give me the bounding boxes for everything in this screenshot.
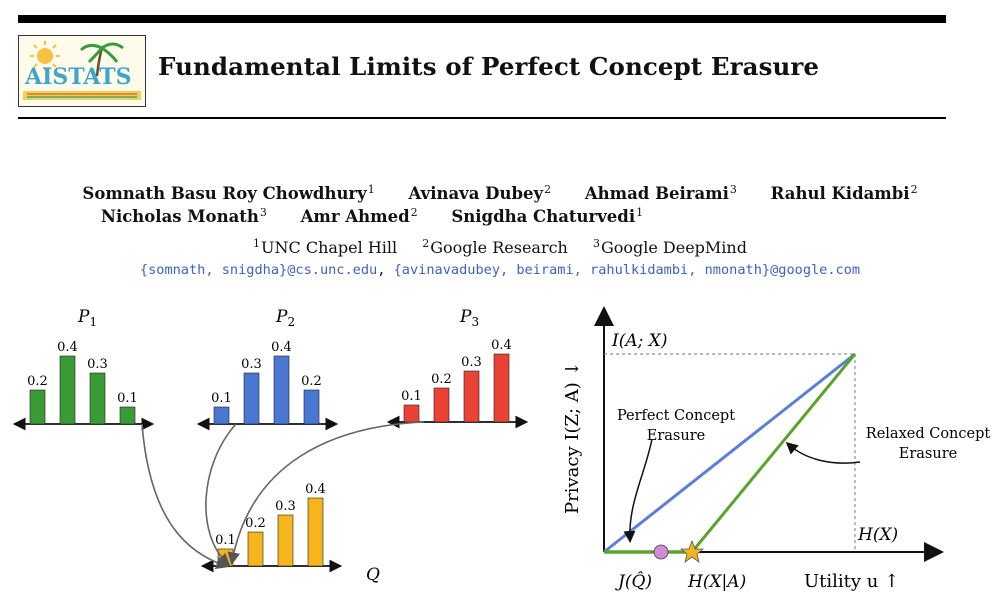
affiliation: 1UNC Chapel Hill [253,237,398,257]
dist-bar [307,497,324,567]
author: Rahul Kidambi2 [770,183,918,203]
relaxed-erasure-pointer [785,442,861,464]
affiliation: 3Google DeepMind [592,237,747,257]
y-top-label: I(A; X) [611,331,668,351]
aistats-logo: AISTATS [18,35,146,107]
affiliation: 2Google Research [422,237,568,257]
x-left-label: J(Q̂) [615,572,652,592]
arrow-p2-to-q [205,423,237,567]
relaxed-erasure-label: Relaxed Concept [866,426,991,442]
dist-title: P1 [77,307,97,329]
author: Ahmad Beirami3 [584,183,737,203]
authors-row-2: Nicholas Monath3 Amr Ahmed2 Snigdha Chat… [0,201,872,228]
affiliations: 1UNC Chapel Hill 2Google Research 3Googl… [0,237,1000,257]
relaxed-erasure-label: Erasure [899,446,957,462]
dist-bar-label: 0.3 [461,355,482,370]
dist-bar-label: 0.1 [401,389,422,404]
paper-title: Fundamental Limits of Perfect Concept Er… [158,52,820,81]
x-right-label: H(X) [857,525,898,545]
tradeoff-plot: Privacy I(Z; A) ↓ I(A; X) H(X) J(Q̂) H(X… [562,306,991,592]
dist-bar-label: 0.4 [491,338,512,353]
dist-bar [277,514,294,567]
dist-title: P2 [275,307,295,329]
authors-row-1: Somnath Basu Roy Chowdhury1 Avinava Dube… [0,178,1000,205]
mixing-arrows [141,421,425,570]
aistats-logo-graphic: AISTATS [23,41,141,100]
dist-bar [243,372,260,425]
author: Avinava Dubey2 [408,183,552,203]
perfect-erasure-label: Perfect Concept [617,408,735,424]
dist-bar-label: 0.2 [27,374,48,389]
dist-bar-label: 0.3 [87,357,108,372]
title-underline [18,117,946,119]
dist-bar-label: 0.4 [271,340,292,355]
dist-bar [433,387,450,423]
arrow-p1-to-q [141,423,230,570]
author: Snigdha Chaturvedi1 [451,206,644,226]
dist-bar-label: 0.3 [275,499,296,514]
dist-title: P3 [459,307,479,329]
dist-bar [247,531,264,567]
x-axis-label: Utility u ↑ [804,571,899,592]
y-axis-label: Privacy I(Z; A) ↓ [562,361,583,514]
arrow-p3-to-q [227,421,425,566]
dist-bar [213,406,230,425]
author: Somnath Basu Roy Chowdhury1 [82,183,375,203]
author: Amr Ahmed2 [300,206,418,226]
email-link-unc[interactable]: {somnath, snigdha}@cs.unc.edu [139,262,378,278]
dist-bar [403,404,420,423]
email-link-google[interactable]: {avinavadubey, beirami, rahulkidambi, nm… [393,262,861,278]
relaxed-erasure-line [690,353,857,553]
dist-bar-label: 0.4 [57,340,78,355]
dist-bar-label: 0.1 [215,533,236,548]
dist-bar [29,389,46,425]
dist-bar [303,389,320,425]
email-separator: , [377,262,394,278]
dist-bar-label: 0.2 [301,374,322,389]
dist-bar-label: 0.1 [211,391,232,406]
perfect-erasure-label: Erasure [647,428,705,444]
dist-bar-label: 0.3 [241,357,262,372]
author: Nicholas Monath3 [100,206,267,226]
linear-tradeoff-line [603,352,856,554]
author-emails: {somnath, snigdha}@cs.unc.edu, {avinavad… [0,262,1000,278]
dist-bar-label: 0.4 [305,482,326,497]
dist-bar [273,355,290,425]
distributions-figure: 0.2 0.4 0.3 0.1 P1 0.1 0.3 0.4 0.2 P2 0.1 0.2 0.3 0.4… [12,307,529,585]
dist-bar-label: 0.2 [431,372,452,387]
star-marker [679,539,705,563]
dist-bar [89,372,106,425]
dist-bar [493,353,510,423]
dist-bar [463,370,480,423]
dist-bar [59,355,76,425]
dist-bar-label: 0.2 [245,516,266,531]
x-mid-label: H(X|A) [687,572,746,592]
perfect-erasure-pointer [623,438,653,543]
dist-title: Q [366,565,380,585]
dist-bar [119,406,136,425]
jq-point-marker [653,544,669,560]
distribution-plots: 0.2 0.4 0.3 0.1 P1 0.1 0.3 0.4 0.2 P2 0.1 0.2 0.3 0.4… [12,307,529,585]
top-rule [18,15,946,23]
logo-text: AISTATS [24,64,132,90]
dist-bar-label: 0.1 [117,391,138,406]
